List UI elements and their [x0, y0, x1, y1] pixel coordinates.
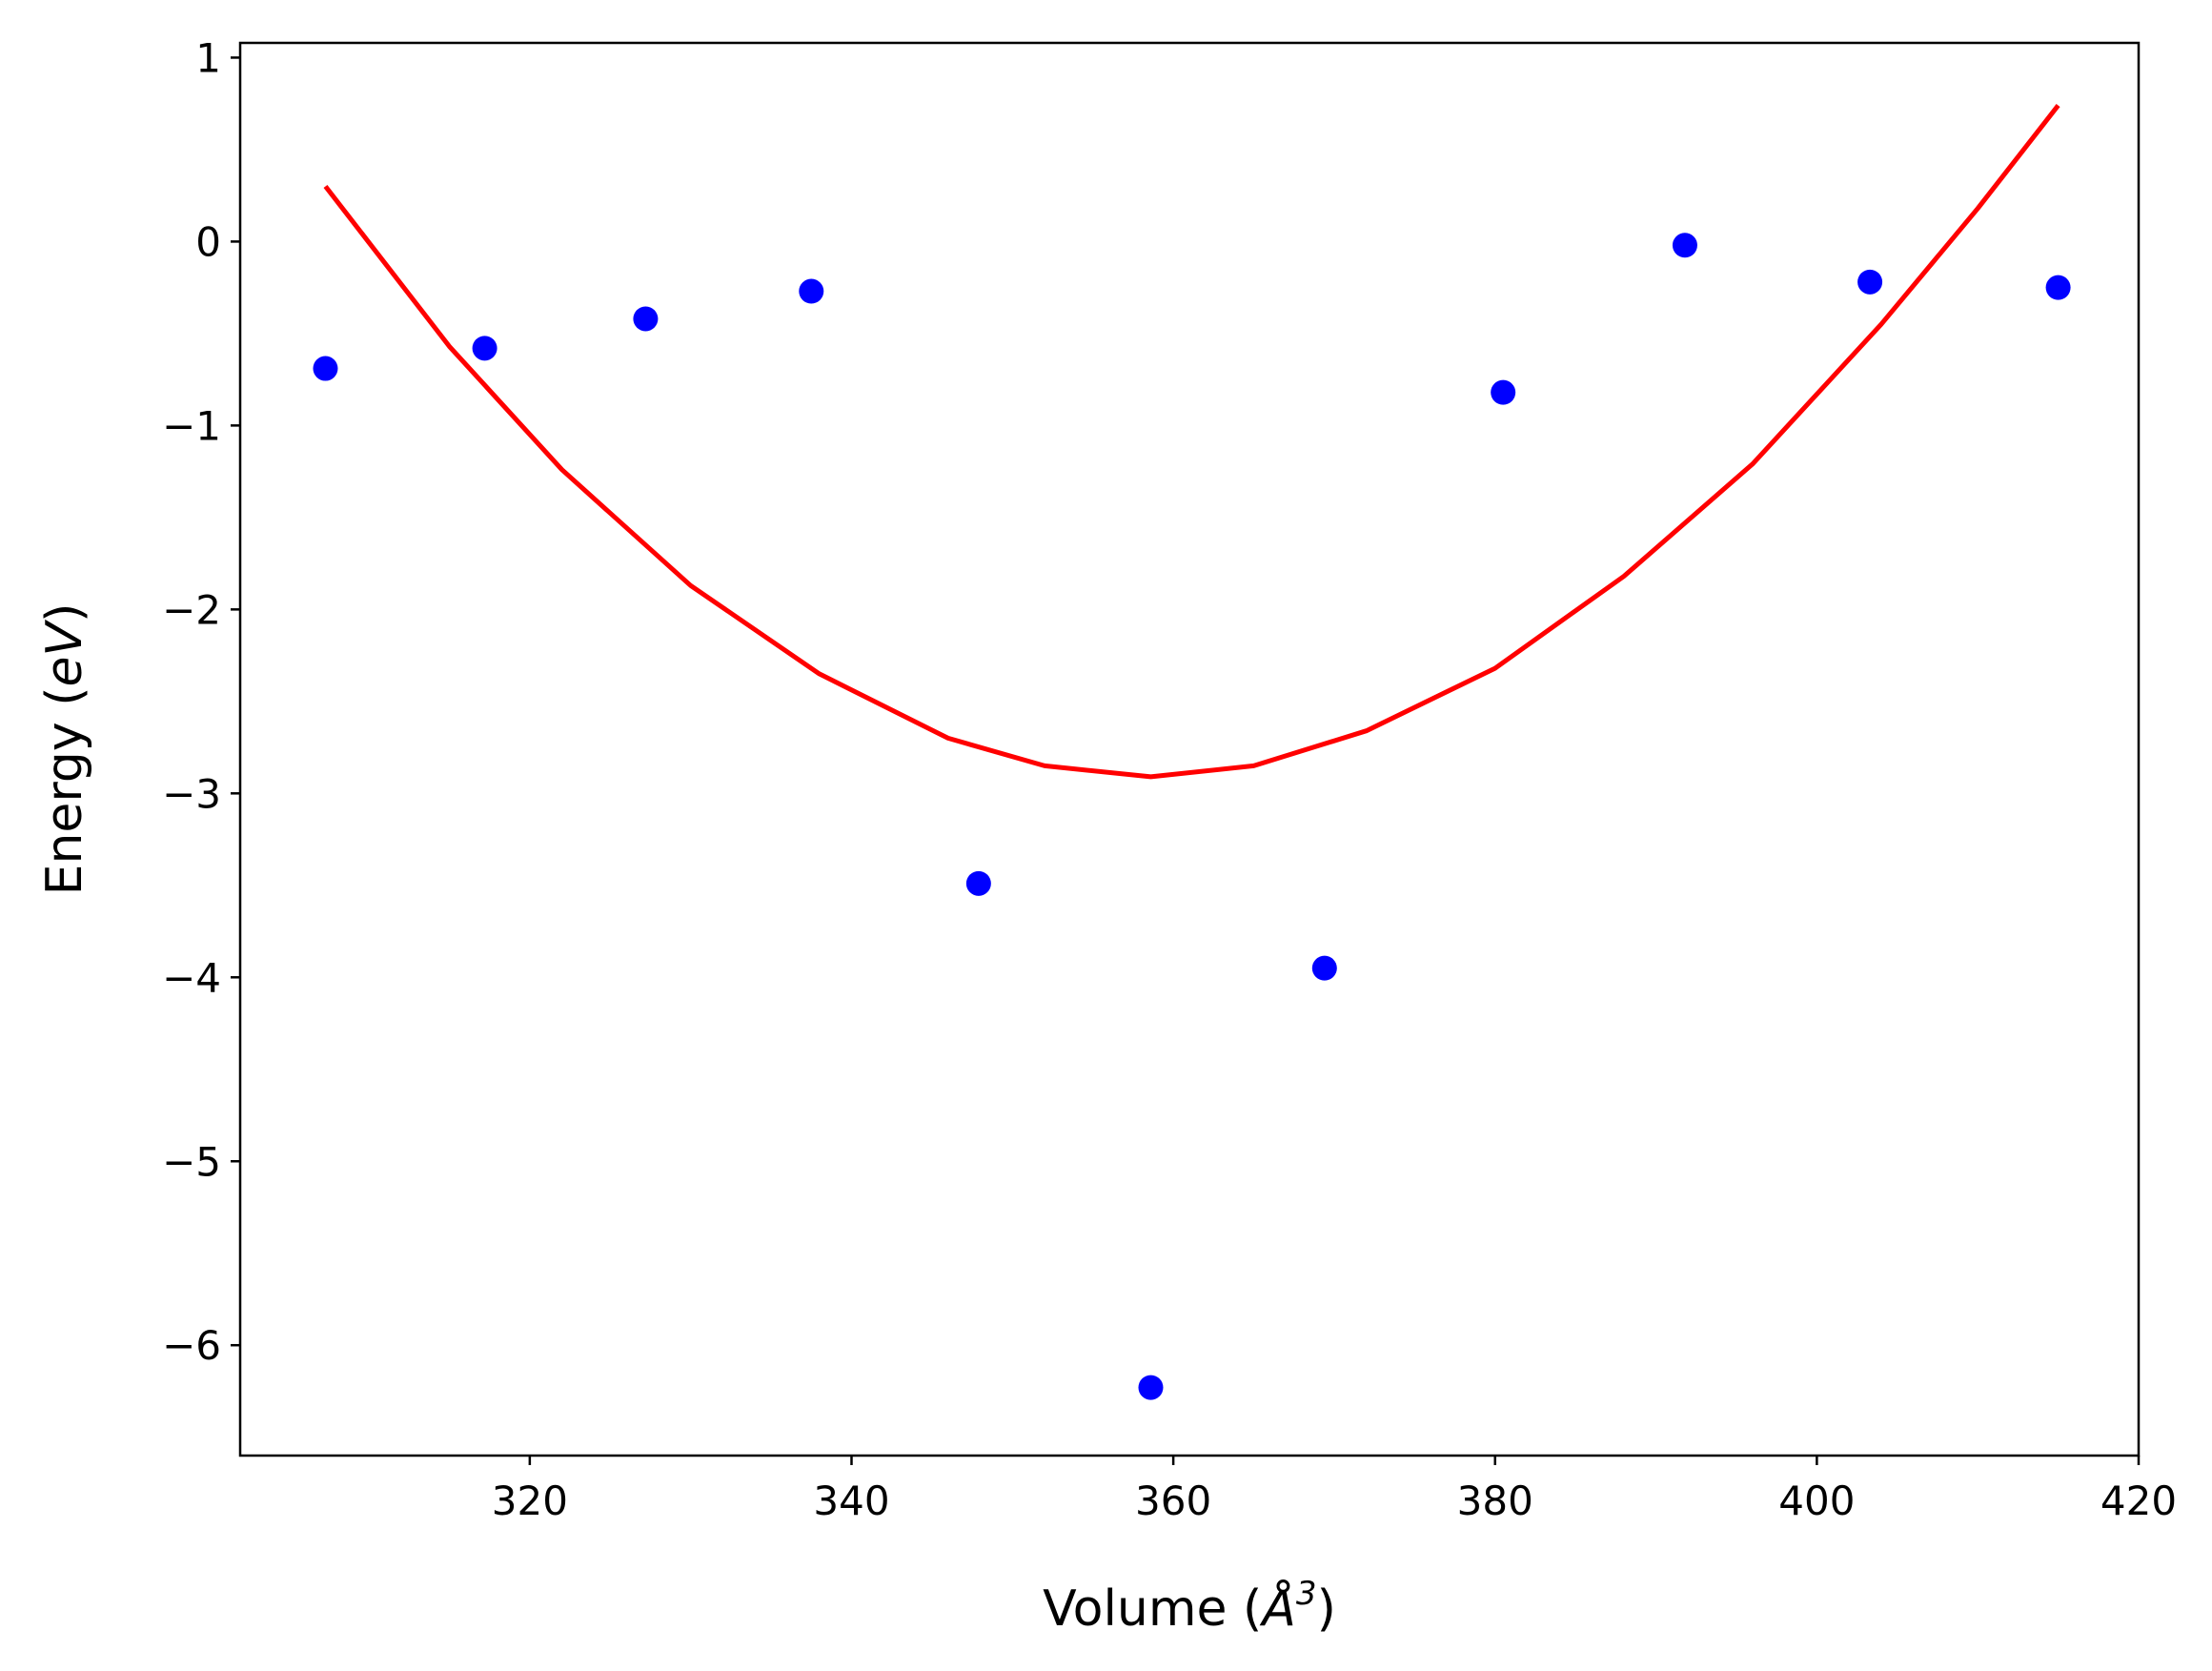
data-points-layer: [313, 233, 2071, 1400]
y-tick-label: −5: [162, 1138, 221, 1185]
x-tick-label: 420: [2100, 1477, 2177, 1524]
data-point: [965, 870, 991, 896]
y-tick-label: −3: [162, 770, 221, 817]
x-axis-ticks: 320 340 360 380 400 420: [492, 1456, 2177, 1524]
fit-curve-line: [323, 104, 2060, 780]
data-point: [472, 336, 497, 361]
data-point: [633, 306, 659, 332]
x-axis-label: Volume (Å3): [1043, 1575, 1336, 1638]
data-point: [2045, 275, 2071, 300]
y-tick-label: −4: [162, 954, 221, 1001]
data-point: [799, 278, 824, 304]
y-tick-label: −6: [162, 1322, 221, 1369]
y-tick-label: 0: [195, 218, 221, 265]
x-tick-label: 360: [1135, 1477, 1211, 1524]
y-tick-label: 1: [195, 34, 221, 81]
y-tick-label: −1: [162, 402, 221, 449]
y-tick-label: −2: [162, 586, 221, 633]
plot-frame: [238, 41, 2141, 1457]
y-axis-label: Energy (eV): [36, 603, 93, 896]
x-tick-label: 320: [492, 1477, 568, 1524]
x-tick-label: 400: [1778, 1477, 1855, 1524]
x-tick-label: 340: [813, 1477, 889, 1524]
data-point: [1138, 1375, 1164, 1400]
fit-curve-layer: [323, 104, 2060, 780]
y-axis-ticks: 1 0 −1 −2 −3 −4 −5 −6: [162, 34, 240, 1369]
data-point: [1311, 955, 1337, 981]
data-point: [1491, 379, 1516, 405]
data-point: [313, 356, 338, 381]
data-point: [1857, 269, 1883, 295]
data-point: [1672, 233, 1697, 258]
x-tick-label: 380: [1457, 1477, 1533, 1524]
